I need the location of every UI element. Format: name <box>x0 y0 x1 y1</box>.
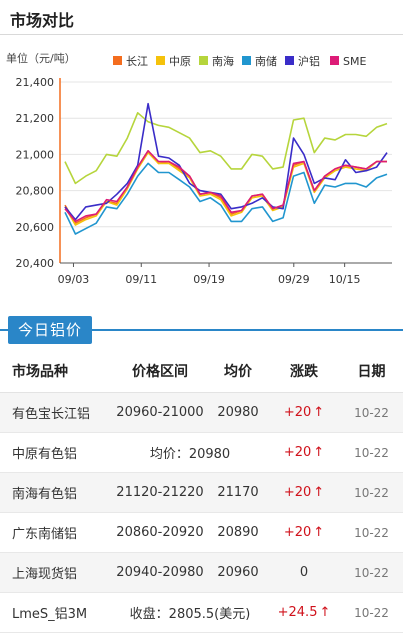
page-title: 市场对比 <box>10 11 75 30</box>
up-arrow-icon: ↑ <box>313 405 325 420</box>
legend-swatch <box>242 56 251 65</box>
price-change: +20 ↑ <box>268 432 340 473</box>
legend-swatch <box>285 56 294 65</box>
price-range: 20940-20980 <box>112 552 208 593</box>
legend-label: 沪铝 <box>298 54 320 68</box>
series-line-2 <box>64 112 388 185</box>
price-range: 21120-21220 <box>112 472 208 513</box>
table-row[interactable]: 南海有色铝 21120-21220 21170 +20 ↑ 10-22 <box>0 472 403 513</box>
x-tick-label: 09/11 <box>125 273 157 286</box>
legend-label: 中原 <box>169 55 191 68</box>
date-cell: 10-22 <box>340 552 403 593</box>
avg-price: 20980 <box>208 392 268 433</box>
change-value: +20 <box>283 445 312 460</box>
legend-label: 南储 <box>255 54 277 68</box>
y-tick-label: 20,600 <box>16 221 55 234</box>
avg-price: 21170 <box>208 472 268 513</box>
legend-label: SME <box>343 55 366 68</box>
series-line-1 <box>64 151 387 226</box>
legend-swatch <box>199 56 208 65</box>
table-row[interactable]: 广东南储铝 20860-20920 20890 +20 ↑ 10-22 <box>0 512 403 553</box>
up-arrow-icon: ↑ <box>313 525 325 540</box>
series-line-4 <box>64 102 388 221</box>
change-value: +20 <box>283 525 312 540</box>
change-value: +20 <box>283 485 312 500</box>
series-line-3 <box>64 162 388 235</box>
up-arrow-icon: ↑ <box>319 605 331 620</box>
change-value: +20 <box>283 405 312 420</box>
col-header-range: 价格区间 <box>112 350 208 393</box>
market-name: 中原有色铝 <box>0 432 112 473</box>
legend-label: 长江 <box>126 55 148 68</box>
series-line-5 <box>64 150 387 223</box>
up-arrow-icon: ↑ <box>313 485 325 500</box>
col-header-date: 日期 <box>340 350 403 393</box>
table-row[interactable]: LmeS_铝3M 收盘：2805.5(美元) +24.5 ↑ 10-22 <box>0 592 403 633</box>
table-row[interactable]: 上海现货铝 20940-20980 20960 0 10-22 <box>0 552 403 593</box>
market-name: 南海有色铝 <box>0 472 112 513</box>
col-header-market: 市场品种 <box>0 350 112 393</box>
col-header-avg: 均价 <box>208 350 268 393</box>
y-tick-label: 20,800 <box>16 185 55 198</box>
section-divider <box>0 329 403 331</box>
date-cell: 10-22 <box>340 432 403 473</box>
change-value: 0 <box>299 565 309 580</box>
table-row[interactable]: 中原有色铝 均价：20980 +20 ↑ 10-22 <box>0 432 403 473</box>
price-change: +20 ↑ <box>268 472 340 513</box>
y-tick-label: 21,200 <box>16 112 55 125</box>
price-change: +24.5 ↑ <box>268 592 340 633</box>
y-tick-label: 20,400 <box>16 257 55 270</box>
price-comparison-chart: 单位（元/吨） 长江 中原 南海 南储 沪铝 SME 20,400 20,600 20,800 21… <box>6 51 392 286</box>
header-bar: 市场对比 <box>0 0 403 35</box>
market-name: 上海现货铝 <box>0 552 112 593</box>
legend-swatch <box>113 56 122 65</box>
legend-label: 南海 <box>212 54 234 68</box>
col-header-change: 涨跌 <box>268 350 340 393</box>
y-tick-label: 21,400 <box>16 76 55 89</box>
merged-price: 均价：20980 <box>112 432 268 473</box>
x-tick-label: 09/19 <box>193 273 225 286</box>
price-range: 20860-20920 <box>112 512 208 553</box>
price-range: 20960-21000 <box>112 392 208 433</box>
price-table: 市场品种 价格区间 均价 涨跌 日期 有色宝长江铝 20960-21000 2098… <box>0 350 403 633</box>
merged-price: 收盘：2805.5(美元) <box>112 592 268 633</box>
price-change: +20 ↑ <box>268 512 340 553</box>
date-cell: 10-22 <box>340 472 403 513</box>
avg-price: 20890 <box>208 512 268 553</box>
x-tick-label: 09/29 <box>278 273 310 286</box>
date-cell: 10-22 <box>340 592 403 633</box>
x-tick-label: 10/15 <box>329 273 361 286</box>
today-section-header: 今日铝价 <box>0 314 403 346</box>
market-name: 有色宝长江铝 <box>0 392 112 433</box>
price-change: 0 <box>268 552 340 593</box>
price-change: +20 ↑ <box>268 392 340 433</box>
up-arrow-icon: ↑ <box>313 445 325 460</box>
table-row[interactable]: 有色宝长江铝 20960-21000 20980 +20 ↑ 10-22 <box>0 392 403 433</box>
market-name: 广东南储铝 <box>0 512 112 553</box>
x-tick-label: 09/03 <box>58 273 90 286</box>
avg-price: 20960 <box>208 552 268 593</box>
legend-swatch <box>156 56 165 65</box>
market-name: LmeS_铝3M <box>0 592 112 633</box>
legend-swatch <box>330 56 339 65</box>
change-value: +24.5 <box>277 605 318 620</box>
y-tick-label: 21,000 <box>16 148 55 161</box>
y-axis-label: 单位（元/吨） <box>6 51 76 65</box>
today-price-tab[interactable]: 今日铝价 <box>8 316 92 344</box>
table-header-row: 市场品种 价格区间 均价 涨跌 日期 <box>0 350 403 393</box>
date-cell: 10-22 <box>340 512 403 553</box>
date-cell: 10-22 <box>340 392 403 433</box>
